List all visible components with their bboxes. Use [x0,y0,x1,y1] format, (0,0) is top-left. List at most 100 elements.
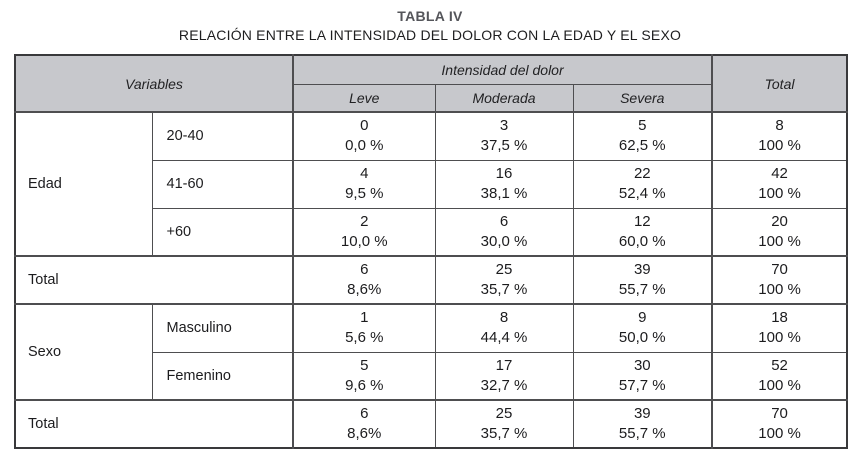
cell-41-60-total: 42 100 % [711,159,848,209]
percent: 37,5 % [480,137,528,155]
percent: 100 % [758,185,801,202]
percent: 10,0 % [340,232,388,250]
title-block: TABLA IV RELACIÓN ENTRE LA INTENSIDAD DE… [0,0,860,43]
relation-table: Variables Intensidad del dolor Total Lev… [14,54,849,449]
count: 39 [633,261,651,278]
count: 6 [499,212,509,230]
percent: 100 % [758,425,801,442]
table-subtitle: RELACIÓN ENTRE LA INTENSIDAD DEL DOLOR C… [178,27,682,43]
count: 6 [360,261,369,278]
cell-20-40-total: 8 100 % [711,111,848,161]
percent: 30,0 % [480,232,528,250]
percent: 44,4 % [480,329,528,347]
cell-20-40-leve: 0 0,0 % [292,111,436,161]
count: 25 [495,405,513,422]
count: 2 [360,212,369,230]
row-total-sexo: Total 6 8,6% 25 35,7 % 39 55,7 % 70 100 … [14,399,848,449]
row-edad-60plus: +60 2 10,0 % 6 30,0 % 12 60,0 % 20 100 % [15,207,848,257]
count: 70 [771,405,788,422]
percent: 60,0 % [618,232,666,250]
row-edad-41-60: 41-60 4 9,5 % 16 38,1 % 22 52,4 % 42 100… [15,159,848,209]
cell-41-60-moderada: 16 38,1 % [434,159,574,209]
cell-60plus-leve: 2 10,0 % [292,207,436,257]
count: 17 [495,356,513,374]
percent: 100 % [758,232,801,250]
count: 70 [771,261,788,278]
count: 0 [360,117,369,135]
count: 16 [495,165,513,182]
cell-20-40-moderada: 3 37,5 % [434,111,574,161]
percent: 38,1 % [480,185,528,202]
percent: 62,5 % [618,137,666,155]
cell-60plus-moderada: 6 30,0 % [434,207,574,257]
cell-femenino-total: 52 100 % [711,351,848,401]
table-title: TABLA IV [397,8,463,24]
percent: 100 % [758,376,801,394]
count: 5 [360,356,369,374]
percent: 32,7 % [480,376,528,394]
cell-femenino-moderada: 17 32,7 % [434,351,574,401]
category-60plus: +60 [151,207,294,257]
cell-total2-severa: 39 55,7 % [572,399,713,449]
group-label-edad: Edad [14,111,153,257]
row-edad-20-40: Edad 20-40 0 0,0 % 3 37,5 % 5 62,5 % 8 1… [14,111,848,257]
cell-femenino-leve: 5 9,6 % [292,351,436,401]
count: 25 [495,261,513,278]
count: 18 [771,309,788,327]
count: 8 [499,309,509,327]
percent: 35,7 % [480,425,528,442]
category-masculino: Masculino [151,303,294,353]
group-label-sexo: Sexo [14,303,153,401]
header-intensidad: Intensidad del dolor [292,54,713,85]
count: 4 [360,165,369,182]
count: 39 [633,405,651,422]
cell-total1-moderada: 25 35,7 % [434,255,574,305]
total-edad-label: Total [14,255,294,305]
percent: 8,6% [347,281,382,298]
cell-41-60-leve: 4 9,5 % [292,159,436,209]
row-total-edad: Total 6 8,6% 25 35,7 % 39 55,7 % 70 100 … [14,255,848,305]
count: 5 [638,117,647,135]
percent: 5,6 % [345,329,384,347]
category-femenino: Femenino [151,351,294,401]
count: 30 [633,356,651,374]
count: 12 [633,212,651,230]
count: 1 [360,309,369,327]
count: 6 [360,405,369,422]
cell-total1-total: 70 100 % [711,255,848,305]
cell-masculino-total: 18 100 % [711,303,848,353]
count: 20 [771,212,788,230]
percent: 55,7 % [618,425,666,442]
category-20-40: 20-40 [151,111,294,161]
cell-masculino-leve: 1 5,6 % [292,303,436,353]
cell-20-40-severa: 5 62,5 % [572,111,713,161]
cell-41-60-severa: 22 52,4 % [572,159,713,209]
percent: 55,7 % [618,281,666,298]
percent: 100 % [758,329,801,347]
cell-total2-moderada: 25 35,7 % [434,399,574,449]
count: 22 [633,165,651,182]
percent: 57,7 % [618,376,666,394]
count: 3 [499,117,509,135]
percent: 50,0 % [618,329,666,347]
category-41-60: 41-60 [151,159,294,209]
count: 52 [771,356,788,374]
cell-total1-severa: 39 55,7 % [572,255,713,305]
percent: 9,5 % [345,185,384,202]
total-sexo-label: Total [14,399,294,449]
header-leve: Leve [292,83,436,113]
percent: 100 % [758,281,801,298]
header-moderada: Moderada [434,83,574,113]
cell-femenino-severa: 30 57,7 % [572,351,713,401]
count: 9 [638,309,647,327]
percent: 0,0 % [345,137,384,155]
percent: 35,7 % [480,281,528,298]
cell-total2-total: 70 100 % [711,399,848,449]
count: 8 [775,117,784,135]
cell-60plus-total: 20 100 % [711,207,848,257]
percent: 9,6 % [345,376,384,394]
cell-60plus-severa: 12 60,0 % [572,207,713,257]
cell-masculino-moderada: 8 44,4 % [434,303,574,353]
cell-total1-leve: 6 8,6% [292,255,436,305]
